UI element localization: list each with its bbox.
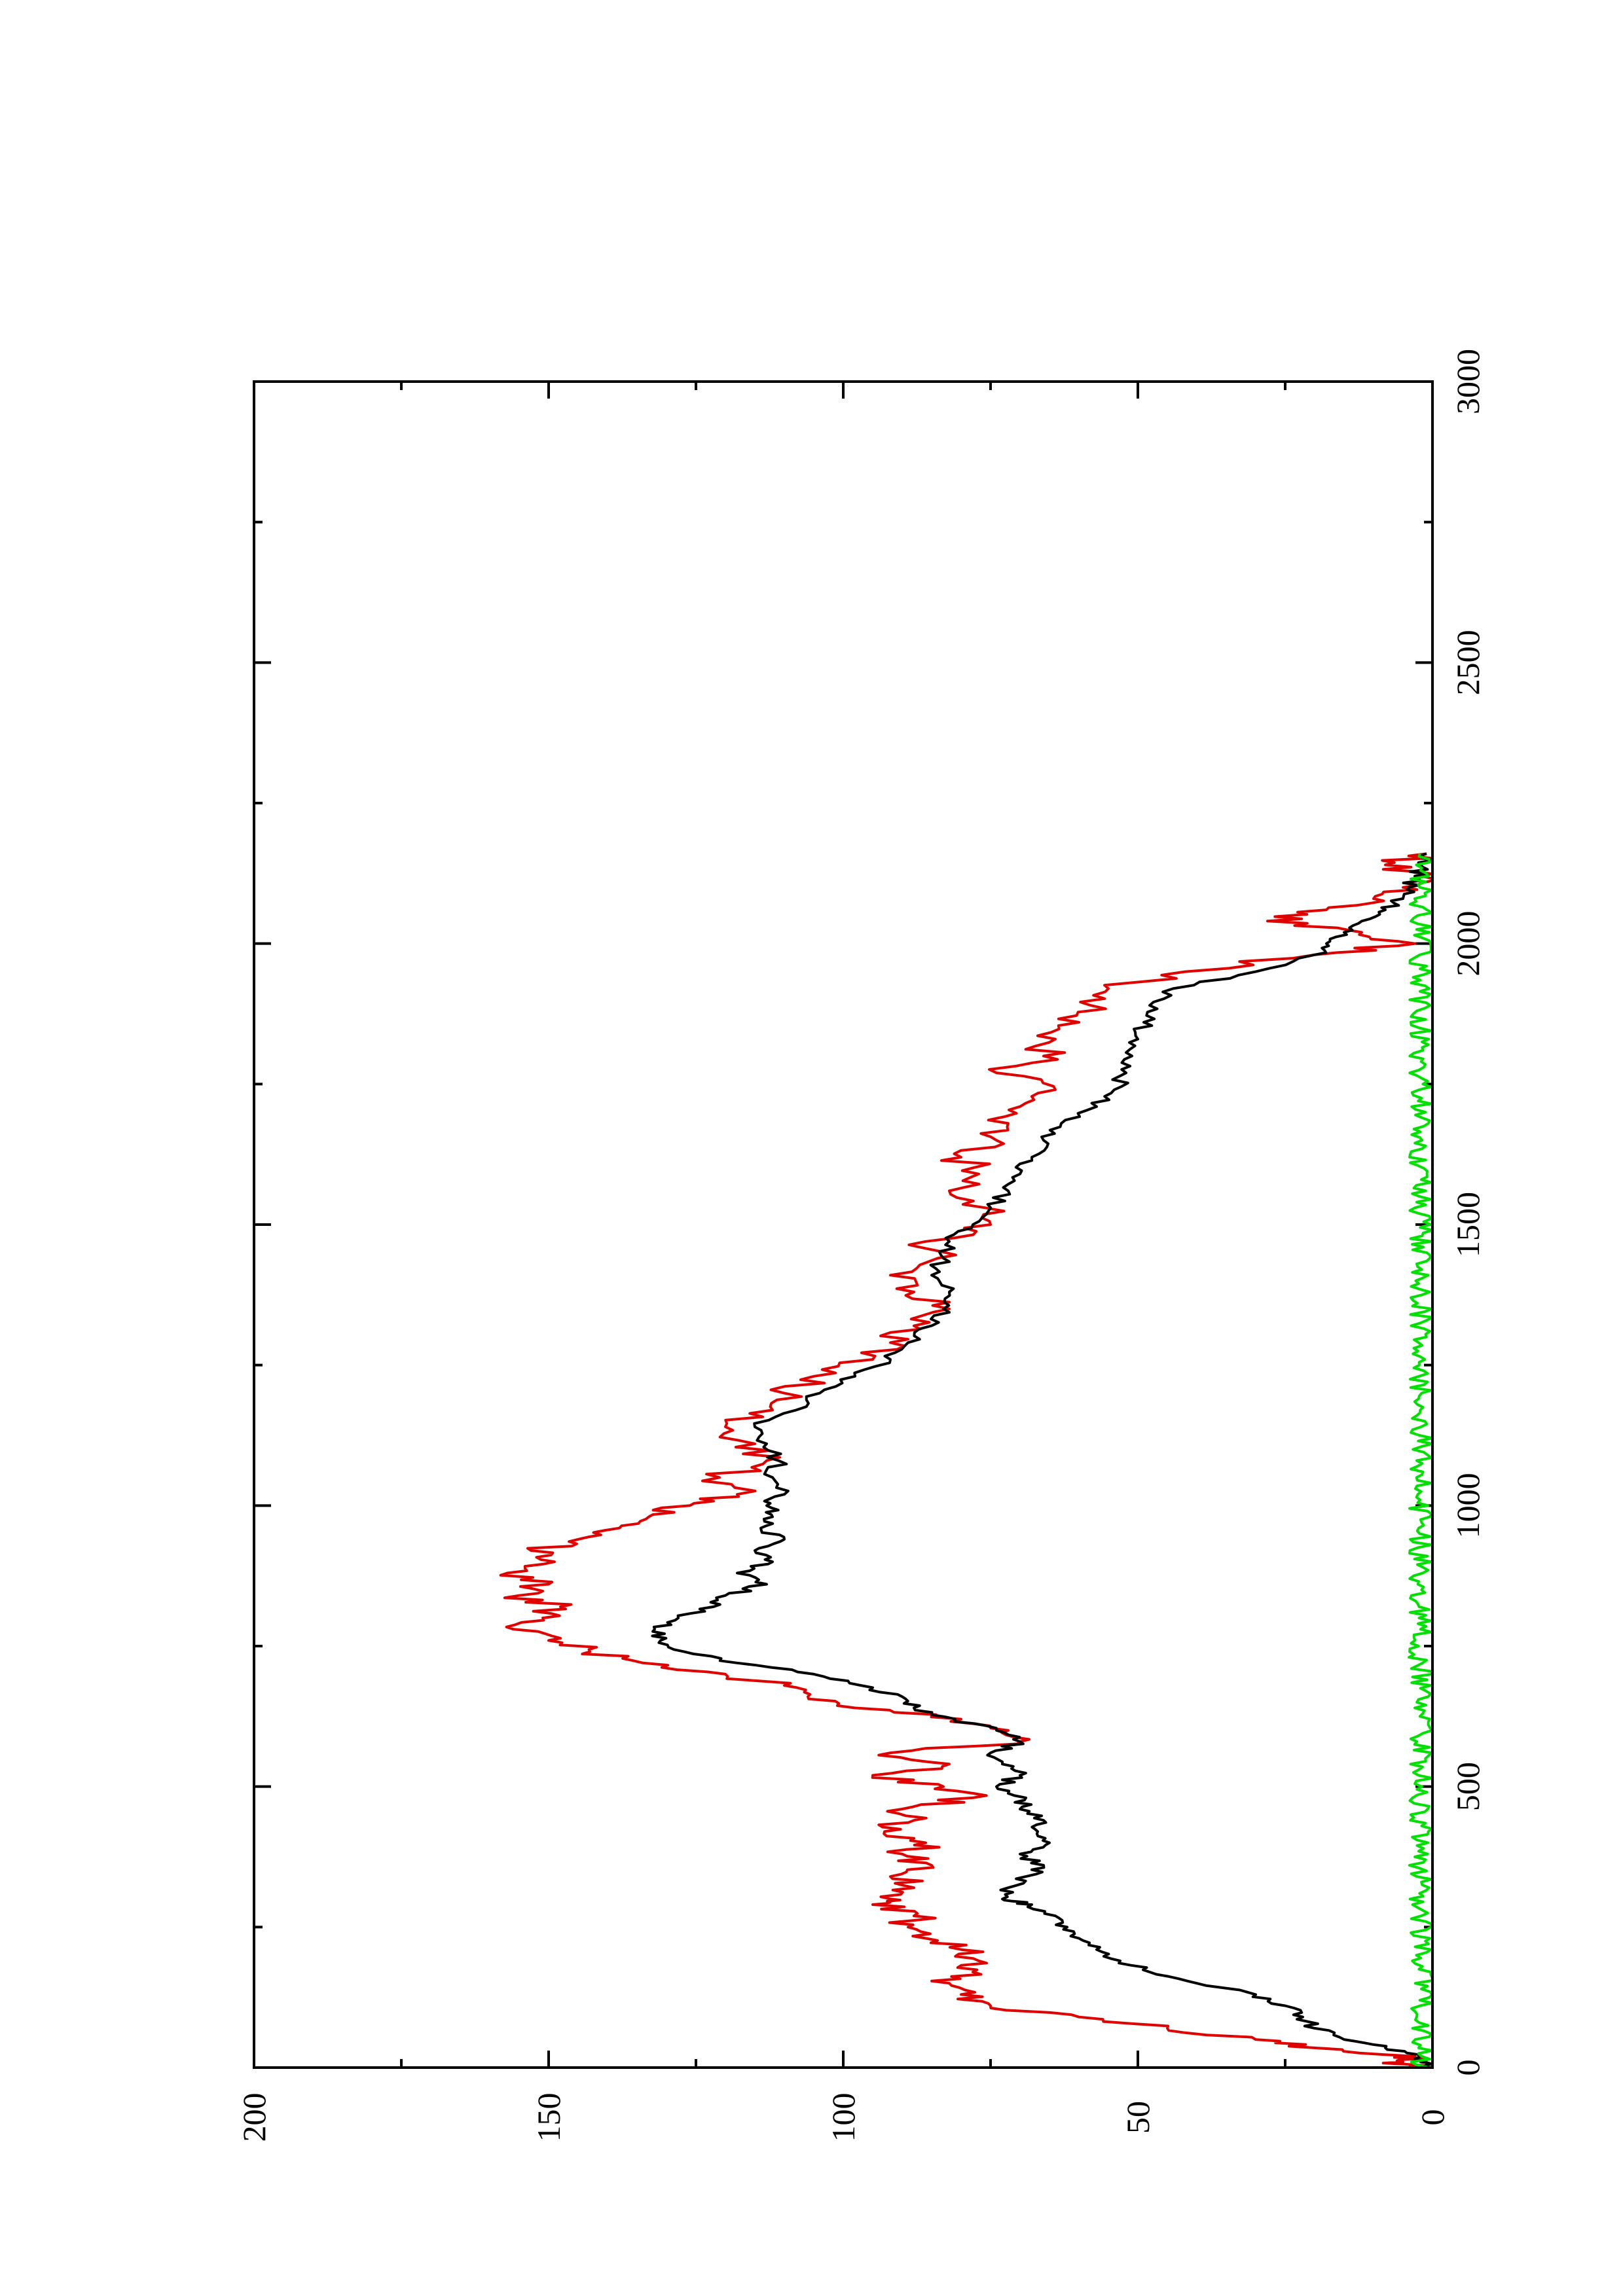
plot-frame [253,380,1434,2069]
x-tick-label: 500 [1450,1762,1486,1811]
y-tick-label: 200 [236,2093,272,2142]
series-line-2 [651,852,1434,2069]
x-tick-label: 0 [1450,2060,1486,2076]
y-tick-label: 150 [530,2093,567,2142]
x-tick-label: 1000 [1450,1473,1486,1538]
series-layer [499,852,1434,2069]
x-tick-label: 3000 [1450,349,1486,414]
y-tick-label: 50 [1120,2101,1156,2134]
x-tick-label: 2000 [1450,911,1486,977]
series-line-1 [499,852,1434,2069]
labels-layer: 0 500 1000 1500 2000 2500 3000 0 50 100 150 200 [236,349,1486,2142]
y-tick-label: 0 [1414,2109,1451,2126]
x-tick-label: 1500 [1450,1192,1486,1257]
ticks-layer [253,380,1434,2069]
y-tick-label: 100 [825,2093,862,2142]
series-line-3 [1408,853,1434,2069]
x-tick-label: 2500 [1450,630,1486,695]
